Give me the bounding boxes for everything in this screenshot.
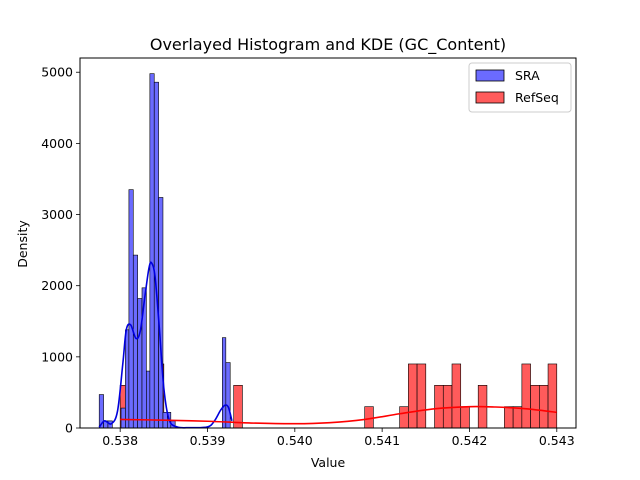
y-tick-label-4: 4000: [41, 136, 73, 151]
refseq-bar-17: [539, 385, 549, 429]
refseq-bar-15: [521, 363, 531, 429]
refseq-bar-10: [451, 363, 462, 429]
sra-bar-11: [153, 81, 159, 429]
refseq-bar-7: [416, 363, 427, 429]
y-tick-label-0: 0: [65, 421, 73, 436]
sra-bar-6: [132, 254, 138, 429]
refseq-bar-3: [233, 385, 243, 429]
refseq-bar-4: [364, 406, 374, 429]
sra-bar-16: [222, 337, 227, 429]
y-tick-label-5: 5000: [41, 65, 73, 80]
x-tick-label-3: 0.541: [364, 433, 400, 448]
sra-bar-12: [158, 197, 164, 429]
sra-bar-5: [128, 189, 134, 429]
refseq-bar-11: [460, 406, 470, 429]
legend-swatch-sra: [475, 69, 505, 82]
x-tick-label-2: 0.540: [277, 433, 313, 448]
refseq-bar-6: [408, 363, 418, 429]
legend-label-refseq: RefSeq: [515, 90, 559, 105]
y-tick-label-1: 1000: [41, 349, 73, 364]
x-axis-ticks: 0.538 0.539 0.540 0.541 0.542 0.543: [102, 428, 575, 448]
y-tick-label-2: 2000: [41, 278, 73, 293]
x-tick-label-4: 0.542: [452, 433, 488, 448]
refseq-kde-line: [120, 405, 557, 425]
refseq-bar-8: [434, 385, 444, 429]
legend-swatch-refseq: [475, 91, 505, 104]
sra-bar-17: [225, 362, 231, 429]
chart-title: Overlayed Histogram and KDE (GC_Content): [150, 35, 506, 55]
sra-kde-line: [98, 261, 233, 429]
refseq-bar-13: [504, 406, 514, 429]
axes-frame: [79, 57, 577, 429]
kde-lines: [98, 261, 557, 429]
x-tick-label-1: 0.539: [190, 433, 226, 448]
legend: SRA RefSeq: [468, 62, 572, 113]
refseq-bar-16: [530, 385, 540, 429]
sra-bar-7: [137, 298, 143, 429]
sra-bars: [98, 73, 231, 429]
x-tick-label-0: 0.538: [102, 433, 138, 448]
refseq-bar-14: [512, 406, 523, 429]
sra-bar-4: [125, 329, 130, 429]
sra-bar-10: [149, 73, 155, 429]
sra-bar-3: [120, 407, 126, 429]
refseq-bar-18: [547, 363, 558, 429]
refseq-bar-5: [399, 406, 409, 429]
refseq-bar-9: [442, 385, 453, 429]
legend-label-sra: SRA: [515, 68, 540, 83]
x-tick-label-5: 0.543: [539, 433, 575, 448]
x-axis-label: Value: [311, 455, 346, 470]
y-axis-label: Density: [15, 220, 30, 268]
y-tick-label-3: 3000: [41, 207, 73, 222]
y-axis-ticks: 0 1000 2000 3000 4000 5000: [41, 65, 80, 436]
